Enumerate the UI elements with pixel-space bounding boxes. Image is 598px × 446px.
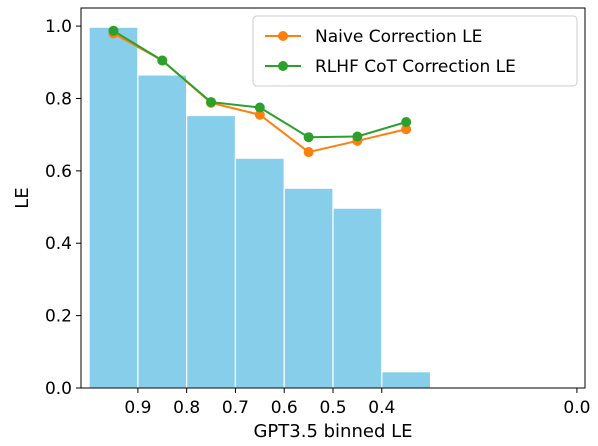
y-tick-label-0: 0.0 — [45, 379, 72, 399]
y-tick-label-4: 0.8 — [45, 89, 72, 109]
series-1-point-4 — [303, 132, 314, 143]
bar-4 — [283, 187, 334, 389]
bar-2 — [186, 114, 237, 389]
bar-6 — [381, 371, 432, 389]
y-tick-label-1: 0.2 — [45, 307, 72, 327]
x-tick-label-2: 0.7 — [222, 398, 249, 418]
legend: Naive Correction LE RLHF CoT Correction L… — [252, 15, 578, 87]
y-axis-label: LE — [12, 187, 33, 208]
y-tick-label-2: 0.4 — [45, 234, 72, 254]
x-tick-label-1: 0.8 — [173, 398, 200, 418]
legend-marker-0 — [278, 31, 288, 41]
bar-1 — [137, 74, 188, 389]
series-1-point-6 — [401, 117, 412, 127]
legend-label-0: Naive Correction LE — [315, 27, 482, 47]
bar-0 — [88, 26, 139, 389]
x-axis-label: GPT3.5 binned LE — [253, 421, 412, 442]
legend-marker-1 — [278, 61, 288, 71]
series-0-point-6 — [401, 124, 412, 135]
legend-label-1: RLHF CoT Correction LE — [315, 57, 516, 77]
series-1-point-0 — [108, 25, 119, 36]
lines-layer — [108, 25, 412, 158]
x-tick-label-4: 0.5 — [319, 398, 346, 418]
series-0-point-3 — [254, 109, 265, 120]
x-tick-label-6: 0.0 — [563, 398, 590, 418]
series-0-point-4 — [303, 147, 314, 158]
legend-box — [252, 15, 578, 87]
axes-layer: 0.9 0.8 0.7 0.6 0.5 0.4 0.0 0.0 0.2 0.4 0.6 0.8 1.0 G… — [12, 7, 590, 442]
bar-5 — [332, 207, 383, 389]
bars-layer — [88, 26, 432, 389]
series-1-point-2 — [206, 97, 217, 108]
series-1-point-5 — [352, 131, 363, 142]
y-tick-label-5: 1.0 — [45, 17, 72, 37]
series-1-point-3 — [254, 102, 265, 113]
x-tick-label-0: 0.9 — [124, 398, 151, 418]
bar-3 — [234, 157, 285, 389]
series-1-point-1 — [157, 55, 168, 66]
x-tick-label-3: 0.6 — [271, 398, 298, 418]
x-tick-label-5: 0.4 — [368, 398, 395, 418]
y-tick-label-3: 0.6 — [45, 162, 72, 182]
